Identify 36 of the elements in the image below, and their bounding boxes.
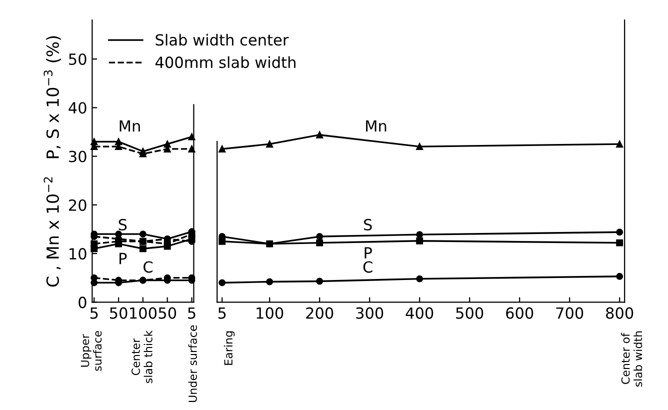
x-tick-label: 5 (188, 308, 196, 319)
text: Upper surface (80, 330, 102, 371)
legend-label: 400mm slab width (155, 56, 296, 68)
x-tick-label: 200 (306, 307, 334, 319)
text: Center of slab width (621, 331, 642, 387)
annotation: Mn (120, 120, 140, 132)
x-tick-label: 800 (606, 307, 634, 319)
annotation: P (364, 247, 372, 258)
text: Earing (224, 331, 235, 365)
text: Center slab thick (132, 330, 152, 384)
annotation: C (363, 261, 372, 273)
x-tick-label: 5 (90, 308, 98, 319)
annotation: C (144, 261, 153, 273)
text: Under surface (188, 325, 197, 402)
x-tick-label: 300 (356, 307, 384, 319)
x-tick-label: 100 (256, 307, 284, 319)
x-tick-label: 600 (506, 307, 534, 319)
x-tick-label: 100 (130, 307, 157, 319)
legend-label: Slab width center (156, 34, 289, 46)
annotation: S (364, 218, 372, 230)
x-tick-label: 400 (406, 307, 434, 319)
x-tick-label: 5 (218, 308, 226, 319)
y-tick-label: 10 (70, 248, 86, 260)
y-tick-label: 0 (78, 296, 86, 308)
y-tick-label: 30 (69, 150, 86, 162)
x-tick-label: 50 (158, 307, 176, 319)
y-tick-label: 20 (69, 199, 86, 211)
text: C , Mn x 10$^{−2}$ P, S x 10$^{−3}$ (%) (44, 36, 61, 287)
x-tick-label: 700 (556, 307, 584, 319)
x-tick-label: 50 (110, 307, 128, 319)
x-tick-label: 500 (456, 307, 484, 319)
annotation: P (120, 252, 127, 264)
annotation: Mn (366, 120, 386, 132)
y-tick-label: 50 (69, 53, 86, 66)
y-tick-label: 40 (68, 102, 86, 114)
annotation: S (118, 218, 127, 230)
